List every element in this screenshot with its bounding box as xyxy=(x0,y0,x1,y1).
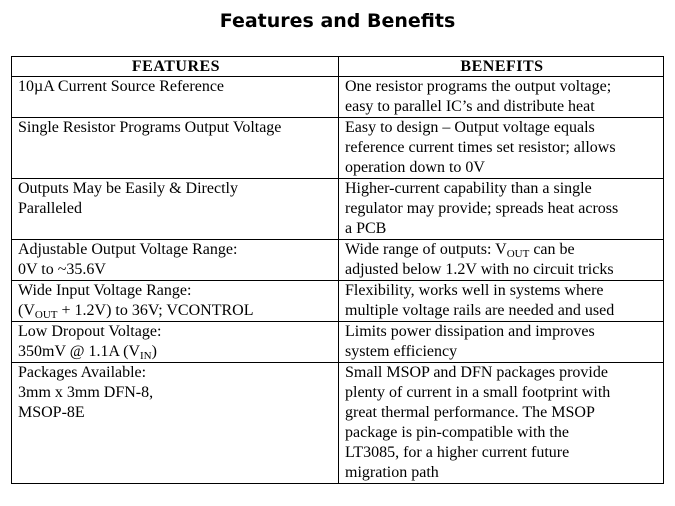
cell-text: MSOP-8E xyxy=(18,404,85,421)
cell-text: reference current times set resistor; al… xyxy=(345,139,616,156)
cell-text: adjusted below 1.2V with no circuit tric… xyxy=(345,261,614,278)
feature-cell: 10µA Current Source Reference xyxy=(11,76,339,118)
cell-text: Limits power dissipation and improves xyxy=(345,323,595,340)
cell-line: Outputs May be Easily & Directly xyxy=(18,179,334,199)
cell-line: Higher-current capability than a single xyxy=(345,179,659,199)
benefit-cell: One resistor programs the output voltage… xyxy=(338,76,664,118)
cell-text: a PCB xyxy=(345,220,387,237)
cell-line: regulator may provide; spreads heat acro… xyxy=(345,199,659,219)
cell-line: Limits power dissipation and improves xyxy=(345,322,659,342)
cell-line: Paralleled xyxy=(18,199,334,219)
cell-text: great thermal performance. The MSOP xyxy=(345,404,595,421)
benefit-cell: Small MSOP and DFN packages provide plent… xyxy=(338,362,664,484)
benefit-cell: Flexibility, works well in systems where… xyxy=(338,280,664,322)
features-column-header: FEATURES xyxy=(11,56,339,77)
feature-cell: Outputs May be Easily & Directly Parallel… xyxy=(11,178,339,240)
cell-text: One resistor programs the output voltage… xyxy=(345,78,612,95)
cell-line: Single Resistor Programs Output Voltage xyxy=(18,118,334,138)
table-row: 10µA Current Source Reference One resisto… xyxy=(11,76,664,118)
benefit-cell: Higher-current capability than a single r… xyxy=(338,178,664,240)
feature-cell: Wide Input Voltage Range: (VOUT + 1.2V) t… xyxy=(11,280,339,322)
cell-text: migration path xyxy=(345,464,439,481)
cell-text: Wide Input Voltage Range: xyxy=(18,282,192,299)
benefit-cell: Wide range of outputs: VOUT can be adjust… xyxy=(338,239,664,281)
cell-text: Flexibility, works well in systems where xyxy=(345,282,604,299)
benefit-cell: Limits power dissipation and improves sys… xyxy=(338,321,664,363)
cell-line: great thermal performance. The MSOP xyxy=(345,403,659,423)
cell-text: 350mV @ 1.1A (V xyxy=(18,343,140,360)
cell-line: 0V to ~35.6V xyxy=(18,260,334,280)
cell-text: operation down to 0V xyxy=(345,159,485,176)
table-row: Outputs May be Easily & Directly Parallel… xyxy=(11,178,664,240)
cell-line: Easy to design – Output voltage equals xyxy=(345,118,659,138)
page-title: Features and Benefits xyxy=(219,10,456,32)
cell-line: LT3085, for a higher current future xyxy=(345,443,659,463)
cell-line: a PCB xyxy=(345,219,659,239)
feature-cell: Adjustable Output Voltage Range: 0V to ~3… xyxy=(11,239,339,281)
cell-text: Wide range of outputs: V xyxy=(345,241,507,258)
table-row: Wide Input Voltage Range: (VOUT + 1.2V) t… xyxy=(11,280,664,322)
table-row: Low Dropout Voltage: 350mV @ 1.1A (VIN) Li… xyxy=(11,321,664,363)
cell-line: 3mm x 3mm DFN-8, xyxy=(18,383,334,403)
cell-line: plenty of current in a small footprint w… xyxy=(345,383,659,403)
features-benefits-table: FEATURES BENEFITS 10µA Current Source Re… xyxy=(11,56,664,484)
cell-text: 0V to ~35.6V xyxy=(18,261,106,278)
cell-line: Flexibility, works well in systems where xyxy=(345,281,659,301)
feature-cell: Packages Available: 3mm x 3mm DFN-8, MSOP-… xyxy=(11,362,339,484)
cell-text: plenty of current in a small footprint w… xyxy=(345,384,611,401)
cell-text: Higher-current capability than a single xyxy=(345,180,592,197)
cell-text: Adjustable Output Voltage Range: xyxy=(18,241,238,258)
subscript-text: OUT xyxy=(34,309,58,321)
cell-text: can be xyxy=(529,241,575,258)
cell-line: 10µA Current Source Reference xyxy=(18,77,334,97)
subscript-text: OUT xyxy=(506,248,530,260)
cell-text: ) xyxy=(151,343,157,360)
cell-text: multiple voltage rails are needed and us… xyxy=(345,302,615,319)
cell-line: MSOP-8E xyxy=(18,403,334,423)
feature-cell: Low Dropout Voltage: 350mV @ 1.1A (VIN) xyxy=(11,321,339,363)
cell-line: (VOUT + 1.2V) to 36V; VCONTROL xyxy=(18,301,334,321)
cell-line: migration path xyxy=(345,463,659,483)
cell-line: Wide Input Voltage Range: xyxy=(18,281,334,301)
cell-text: regulator may provide; spreads heat acro… xyxy=(345,200,619,217)
cell-line: Adjustable Output Voltage Range: xyxy=(18,240,334,260)
cell-line: reference current times set resistor; al… xyxy=(345,138,659,158)
cell-text: Low Dropout Voltage: xyxy=(18,323,162,340)
cell-line: multiple voltage rails are needed and us… xyxy=(345,301,659,321)
cell-text: + 1.2V) to 36V; VCONTROL xyxy=(57,302,254,319)
cell-line: adjusted below 1.2V with no circuit tric… xyxy=(345,260,659,280)
benefit-cell: Easy to design – Output voltage equals re… xyxy=(338,117,664,179)
cell-text: (V xyxy=(18,302,35,319)
table-header-row: FEATURES BENEFITS xyxy=(11,56,664,77)
cell-line: system efficiency xyxy=(345,342,659,362)
cell-text: Easy to design – Output voltage equals xyxy=(345,119,595,136)
cell-text: Outputs May be Easily & Directly xyxy=(18,180,238,197)
cell-text: LT3085, for a higher current future xyxy=(345,444,570,461)
cell-line: Low Dropout Voltage: xyxy=(18,322,334,342)
cell-text: 10µA Current Source Reference xyxy=(18,78,225,95)
table-row: Packages Available: 3mm x 3mm DFN-8, MSOP-… xyxy=(11,362,664,484)
cell-line: Small MSOP and DFN packages provide xyxy=(345,363,659,383)
cell-text: 3mm x 3mm DFN-8, xyxy=(18,384,154,401)
subscript-text: IN xyxy=(140,350,152,362)
cell-text: package is pin-compatible with the xyxy=(345,424,569,441)
table-row: Adjustable Output Voltage Range: 0V to ~3… xyxy=(11,239,664,281)
cell-line: 350mV @ 1.1A (VIN) xyxy=(18,342,334,362)
cell-line: package is pin-compatible with the xyxy=(345,423,659,443)
cell-text: Paralleled xyxy=(18,200,82,217)
cell-text: Single Resistor Programs Output Voltage xyxy=(18,119,282,136)
benefits-column-header: BENEFITS xyxy=(338,56,664,77)
cell-text: easy to parallel IC’s and distribute hea… xyxy=(345,98,595,115)
cell-text: Packages Available: xyxy=(18,364,147,381)
cell-text: Small MSOP and DFN packages provide xyxy=(345,364,608,381)
cell-line: One resistor programs the output voltage… xyxy=(345,77,659,97)
feature-cell: Single Resistor Programs Output Voltage xyxy=(11,117,339,179)
table-row: Single Resistor Programs Output Voltage E… xyxy=(11,117,664,179)
cell-line: easy to parallel IC’s and distribute hea… xyxy=(345,97,659,117)
cell-line: Wide range of outputs: VOUT can be xyxy=(345,240,659,260)
cell-text: system efficiency xyxy=(345,343,458,360)
cell-line: operation down to 0V xyxy=(345,158,659,178)
table-body: 10µA Current Source Reference One resisto… xyxy=(11,76,664,484)
cell-line: Packages Available: xyxy=(18,363,334,383)
